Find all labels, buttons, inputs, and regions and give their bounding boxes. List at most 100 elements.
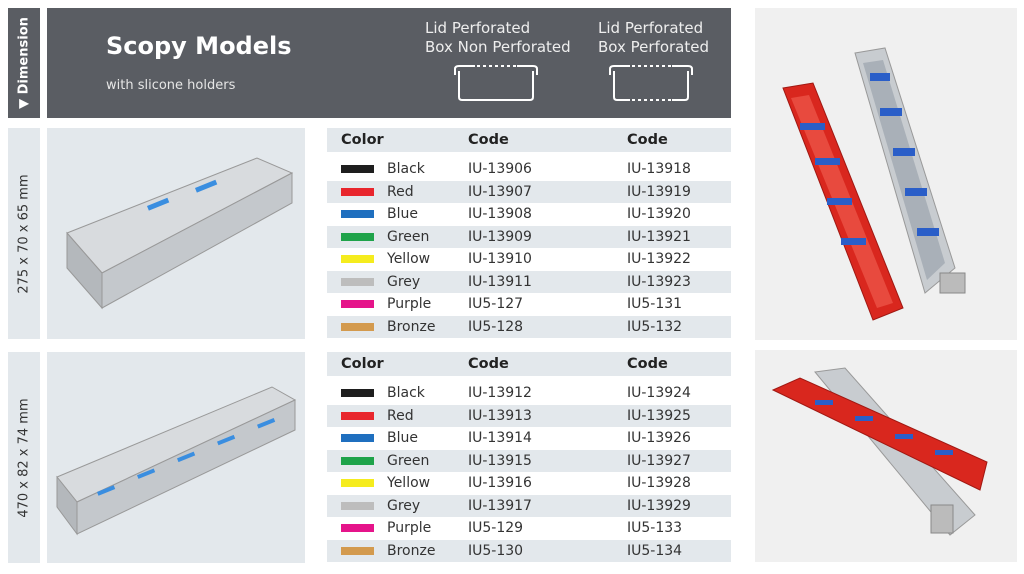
color-swatch <box>341 210 374 219</box>
color-swatch <box>341 277 374 286</box>
color-swatch <box>341 322 374 331</box>
dimension-value: 470 x 82 x 74 mm <box>16 397 32 518</box>
color-swatch <box>341 300 374 309</box>
color-name: Green <box>387 228 430 245</box>
table-row: Bronze IU5-130 IU5-134 <box>327 539 731 562</box>
table-row: Yellow IU-13916 IU-13928 <box>327 472 731 495</box>
table-header: Color Code Code <box>327 128 731 152</box>
dimension-cell: 275 x 70 x 65 mm <box>8 128 40 339</box>
container-image <box>66 157 294 310</box>
code-lid-perforated: IU-13912 <box>468 385 532 402</box>
table-row: Green IU-13909 IU-13921 <box>327 225 731 248</box>
color-swatch <box>341 546 374 555</box>
table-header: Color Code Code <box>327 352 731 376</box>
table-row: Bronze IU5-128 IU5-132 <box>327 315 731 338</box>
product-photo-closed <box>755 350 1017 562</box>
code-lid-perforated: IU5-130 <box>468 542 524 559</box>
table-row: Green IU-13915 IU-13927 <box>327 449 731 472</box>
option-non-perforated: Lid Perforated Box Non Perforated <box>425 19 571 108</box>
color-swatch <box>341 501 374 510</box>
dimension-cell: 470 x 82 x 74 mm <box>8 352 40 563</box>
code-box-perforated: IU5-133 <box>627 520 683 537</box>
code-lid-perforated: IU-13909 <box>468 228 532 245</box>
code-lid-perforated: IU-13910 <box>468 251 532 268</box>
color-name: Bronze <box>387 542 436 559</box>
code-lid-perforated: IU-13914 <box>468 430 532 447</box>
code-lid-perforated: IU5-127 <box>468 296 524 313</box>
product-photo-open <box>755 8 1017 340</box>
table-row: Blue IU-13908 IU-13920 <box>327 203 731 226</box>
color-name: Black <box>387 385 425 402</box>
color-swatch <box>341 389 374 398</box>
color-name: Grey <box>387 273 421 290</box>
code-box-perforated: IU-13918 <box>627 161 691 178</box>
code-lid-perforated: IU-13913 <box>468 407 532 424</box>
product-image <box>47 128 305 339</box>
color-name: Grey <box>387 497 421 514</box>
color-swatch <box>341 411 374 420</box>
code-lid-perforated: IU-13917 <box>468 497 532 514</box>
box-perforated-icon <box>609 64 693 102</box>
code-lid-perforated: IU5-128 <box>468 318 524 335</box>
table-row: Black IU-13906 IU-13918 <box>327 158 731 181</box>
code-box-perforated: IU-13919 <box>627 183 691 200</box>
code-box-perforated: IU-13928 <box>627 475 691 492</box>
closed-container-image <box>771 367 988 536</box>
code-lid-perforated: IU-13911 <box>468 273 532 290</box>
code-box-perforated: IU5-134 <box>627 542 683 559</box>
color-name: Blue <box>387 206 418 223</box>
column-header: Code <box>627 132 668 148</box>
code-box-perforated: IU-13920 <box>627 206 691 223</box>
column-header: Color <box>341 356 384 372</box>
color-swatch <box>341 479 374 488</box>
color-name: Bronze <box>387 318 436 335</box>
code-box-perforated: IU5-132 <box>627 318 683 335</box>
code-lid-perforated: IU-13907 <box>468 183 532 200</box>
color-swatch <box>341 232 374 241</box>
page-subtitle: with slicone holders <box>106 78 236 93</box>
code-lid-perforated: IU-13908 <box>468 206 532 223</box>
color-swatch <box>341 456 374 465</box>
color-name: Black <box>387 161 425 178</box>
column-header: Code <box>468 132 509 148</box>
table-row: Red IU-13913 IU-13925 <box>327 404 731 427</box>
dimension-value: 275 x 70 x 65 mm <box>16 173 32 294</box>
color-name: Green <box>387 452 430 469</box>
code-box-perforated: IU-13926 <box>627 430 691 447</box>
header-banner: Scopy Models with slicone holders Lid Pe… <box>47 8 731 118</box>
color-name: Yellow <box>387 251 431 268</box>
dimension-strip: ▼ Dimension <box>8 8 40 118</box>
column-header: Color <box>341 132 384 148</box>
column-header: Code <box>627 356 668 372</box>
color-name: Purple <box>387 520 432 537</box>
table-row: Purple IU5-127 IU5-131 <box>327 293 731 316</box>
code-box-perforated: IU-13924 <box>627 385 691 402</box>
code-lid-perforated: IU-13916 <box>468 475 532 492</box>
color-name: Red <box>387 183 414 200</box>
box-non-perforated-icon <box>454 64 538 101</box>
color-name: Purple <box>387 296 432 313</box>
table-row: Grey IU-13911 IU-13923 <box>327 270 731 293</box>
code-table: Color Code Code Black IU-13906 IU-13918 Red IU-… <box>327 128 731 338</box>
page-title: Scopy Models <box>106 32 292 60</box>
color-name: Blue <box>387 430 418 447</box>
code-lid-perforated: IU-13915 <box>468 452 532 469</box>
dimension-label: ▼ Dimension <box>16 17 32 109</box>
table-row: Yellow IU-13910 IU-13922 <box>327 248 731 271</box>
option-perforated: Lid Perforated Box Perforated <box>598 19 709 108</box>
code-table: Color Code Code Black IU-13912 IU-13924 Red IU-… <box>327 352 731 562</box>
code-box-perforated: IU-13921 <box>627 228 691 245</box>
table-row: Black IU-13912 IU-13924 <box>327 382 731 405</box>
code-lid-perforated: IU5-129 <box>468 520 524 537</box>
container-image <box>56 386 297 536</box>
code-box-perforated: IU5-131 <box>627 296 683 313</box>
table-row: Grey IU-13917 IU-13929 <box>327 494 731 517</box>
color-swatch <box>341 524 374 533</box>
table-row: Purple IU5-129 IU5-133 <box>327 517 731 540</box>
color-swatch <box>341 434 374 443</box>
color-name: Yellow <box>387 475 431 492</box>
code-box-perforated: IU-13922 <box>627 251 691 268</box>
table-row: Red IU-13907 IU-13919 <box>327 180 731 203</box>
open-container-image <box>782 47 966 321</box>
code-box-perforated: IU-13929 <box>627 497 691 514</box>
